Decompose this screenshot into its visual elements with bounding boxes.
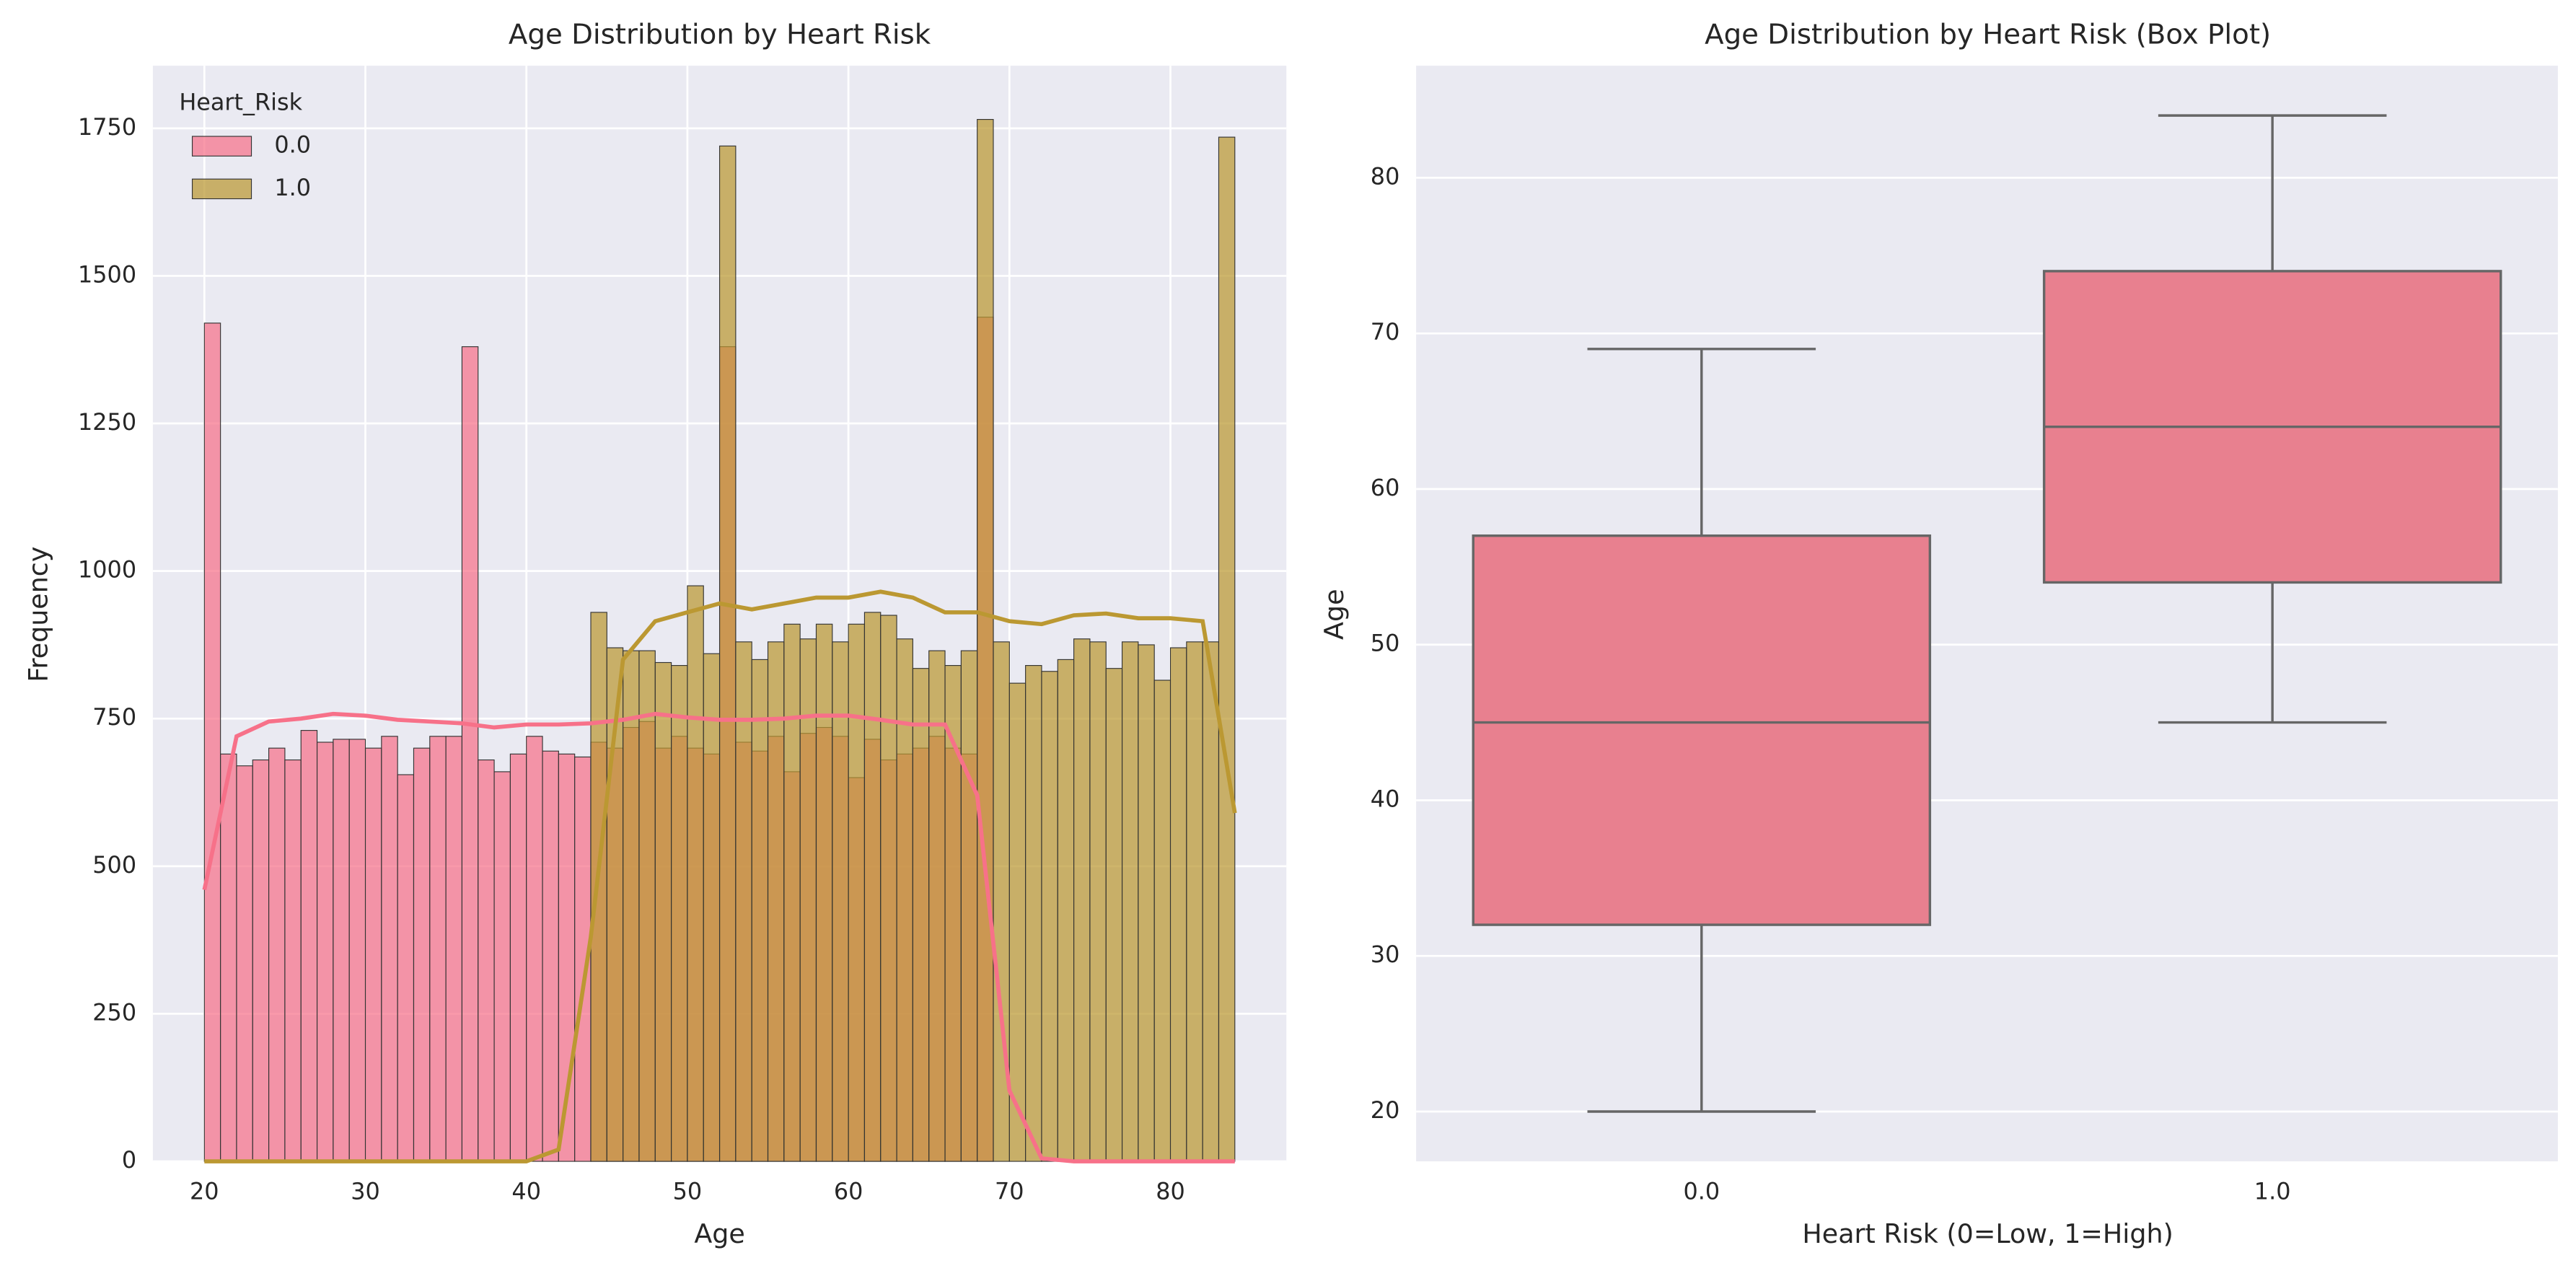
y-tick-label: 1500 — [78, 260, 136, 288]
y-axis-label: Frequency — [22, 547, 53, 682]
x-tick-label: 50 — [673, 1177, 703, 1205]
histogram-bar — [687, 585, 704, 1162]
histogram-bar — [896, 638, 913, 1162]
histogram-bar — [654, 661, 672, 1162]
x-tick-label: 0.0 — [1683, 1177, 1720, 1205]
histogram-bar — [671, 665, 688, 1162]
histogram-bar — [1138, 644, 1155, 1162]
histogram-bar — [590, 612, 607, 1162]
histogram-bar — [268, 747, 286, 1162]
histogram-bar — [960, 650, 978, 1162]
histogram-bar — [912, 668, 930, 1162]
histogram-bar — [703, 653, 721, 1162]
histogram-bar — [1121, 641, 1139, 1162]
x-tick-label: 70 — [995, 1177, 1024, 1205]
histogram-bar — [832, 641, 849, 1162]
histogram-bar — [880, 615, 897, 1162]
histogram-bar — [509, 753, 527, 1162]
histogram-bar — [1202, 641, 1220, 1162]
histogram-bar — [928, 650, 946, 1162]
y-tick-label: 500 — [92, 851, 136, 879]
histogram-bar — [863, 612, 882, 1162]
histogram-bar — [220, 753, 237, 1162]
histogram-bar — [1105, 668, 1123, 1162]
histogram-bar — [638, 650, 656, 1162]
histogram-bar — [316, 742, 334, 1162]
legend-title: Heart_Risk — [179, 88, 302, 115]
histogram-bar — [718, 145, 737, 1162]
histogram-bar — [751, 659, 769, 1162]
x-tick-label: 1.0 — [2254, 1177, 2291, 1205]
histogram-bar — [1089, 641, 1107, 1162]
box — [1472, 534, 1932, 926]
y-tick-label: 50 — [1371, 630, 1400, 657]
histogram-bar — [364, 747, 382, 1162]
histogram-bar — [1057, 659, 1075, 1162]
histogram-bar — [542, 750, 559, 1162]
histogram-bar — [445, 736, 463, 1162]
histogram-bar — [623, 650, 640, 1162]
histogram-bar — [1025, 665, 1042, 1162]
legend-label: 0.0 — [274, 131, 311, 159]
x-tick-label: 20 — [190, 1177, 219, 1205]
histogram-bar — [381, 736, 398, 1162]
histogram-bar — [429, 736, 447, 1162]
histogram-bar — [1169, 647, 1187, 1162]
y-tick-label: 30 — [1371, 941, 1400, 968]
histogram-bar — [461, 346, 479, 1162]
y-tick-label: 70 — [1371, 318, 1400, 346]
y-tick-label: 750 — [92, 703, 136, 731]
x-tick-label: 60 — [834, 1177, 863, 1205]
x-tick-label: 80 — [1156, 1177, 1185, 1205]
histogram-bar — [493, 771, 511, 1162]
histogram-bar — [397, 774, 415, 1162]
histogram-bar — [783, 623, 801, 1162]
histogram-bar — [1041, 671, 1058, 1162]
y-tick-label: 40 — [1371, 785, 1400, 812]
y-tick-label: 1250 — [78, 408, 136, 436]
histogram-bar — [977, 118, 994, 1162]
y-tick-label: 1750 — [78, 113, 136, 141]
histogram-bar — [348, 739, 366, 1162]
histogram-bar — [1218, 136, 1236, 1162]
y-tick-label: 0 — [122, 1146, 136, 1174]
histogram-bar — [1008, 682, 1027, 1162]
x-axis-label: Heart Risk (0=Low, 1=High) — [1802, 1218, 2173, 1249]
histogram-bar — [252, 759, 270, 1162]
histogram-bar — [284, 759, 302, 1162]
histogram-bar — [848, 623, 866, 1162]
histogram-bar — [815, 623, 833, 1162]
y-axis-label: Age — [1319, 589, 1350, 639]
histogram-bar — [1153, 679, 1171, 1162]
y-tick-label: 60 — [1371, 474, 1400, 501]
histogram-bar — [1073, 638, 1091, 1162]
y-tick-label: 20 — [1371, 1096, 1400, 1124]
histogram-bar — [203, 322, 221, 1162]
histogram-bar — [236, 765, 253, 1162]
legend-swatch — [191, 178, 252, 200]
chart-title: Age Distribution by Heart Risk (Box Plot… — [1705, 19, 2271, 51]
x-tick-label: 40 — [511, 1177, 541, 1205]
histogram-bar — [333, 739, 350, 1162]
histogram-bar — [300, 730, 318, 1162]
legend-label: 1.0 — [274, 174, 311, 201]
chart-title: Age Distribution by Heart Risk — [509, 19, 931, 51]
y-tick-label: 80 — [1371, 162, 1400, 190]
kde-line — [204, 589, 1237, 1163]
y-tick-label: 250 — [92, 998, 136, 1026]
histogram-bar — [1186, 641, 1203, 1162]
kde-line — [202, 711, 1235, 1163]
histogram-bar — [478, 759, 495, 1162]
histogram-bar — [413, 747, 431, 1162]
x-tick-label: 30 — [351, 1177, 380, 1205]
x-axis-label: Age — [694, 1218, 744, 1249]
legend-swatch — [191, 136, 252, 157]
histogram-bar — [526, 736, 543, 1162]
y-tick-label: 1000 — [78, 556, 136, 584]
